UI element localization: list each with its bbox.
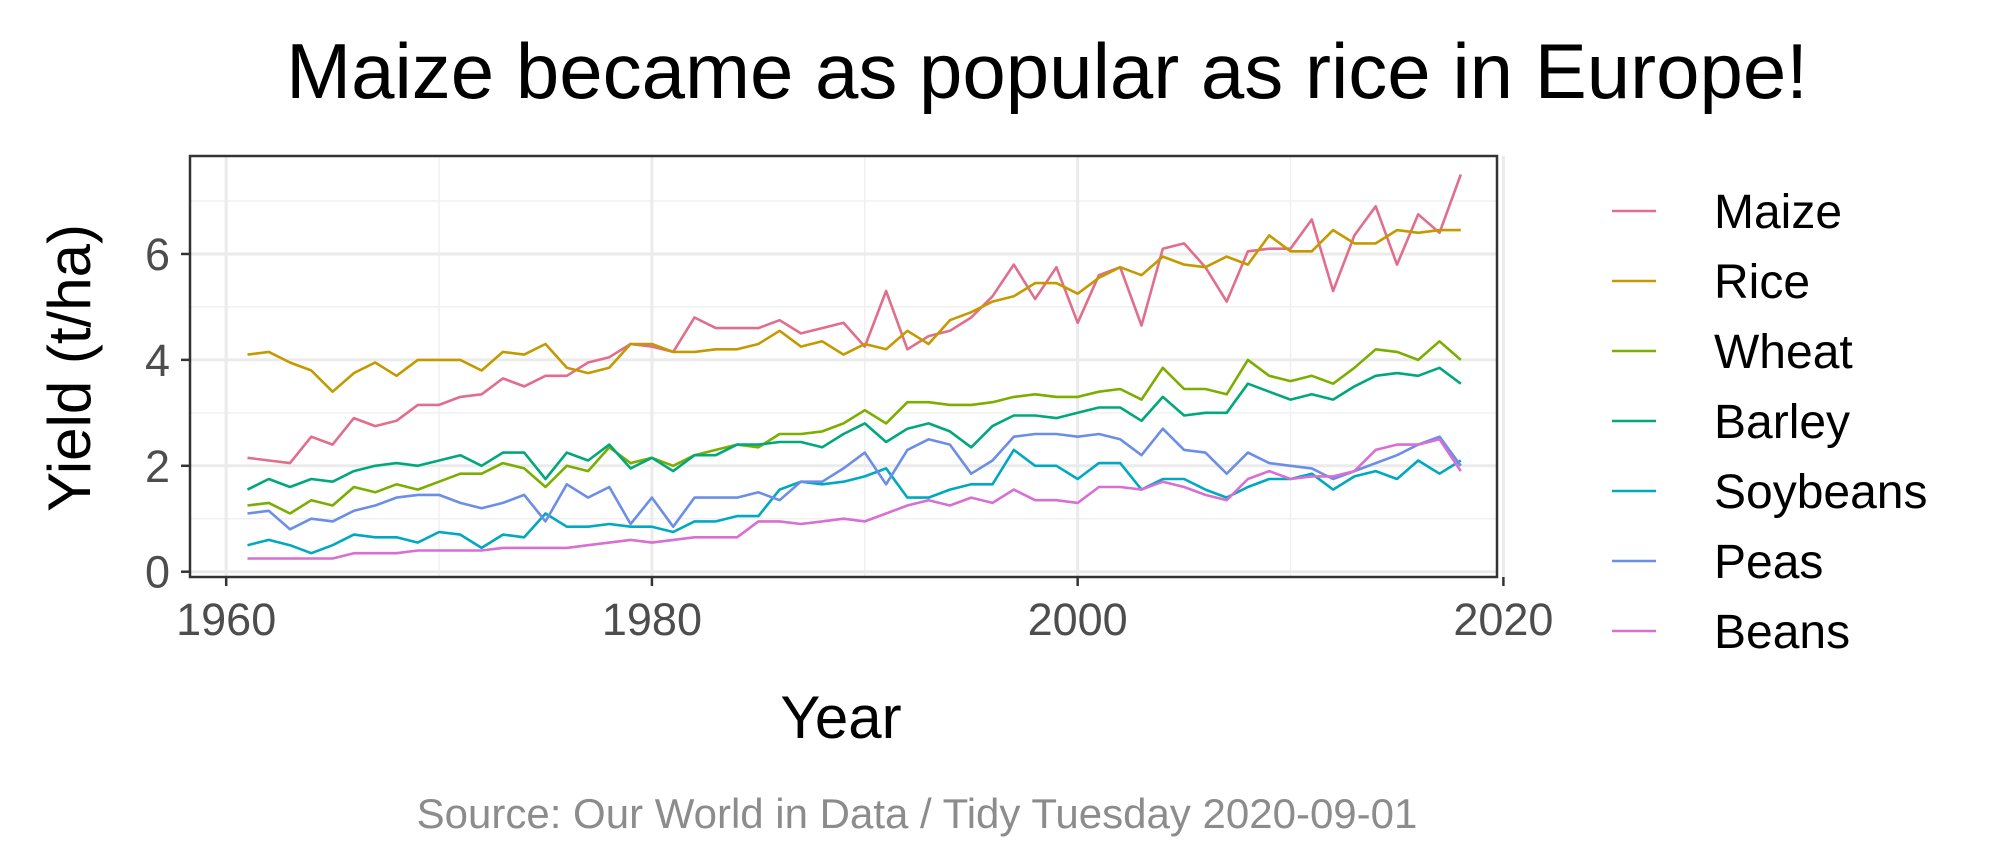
x-axis-title: Year — [780, 684, 901, 751]
y-axis-title: Yield (t/ha) — [36, 224, 103, 512]
x-tick-label: 1960 — [176, 594, 276, 645]
legend-label: Beans — [1714, 606, 1850, 659]
y-tick-label: 2 — [145, 441, 170, 492]
series-line-wheat — [247, 339, 1462, 515]
legend-item-barley: Barley — [1612, 396, 1850, 449]
legend: Maize Rice Wheat Barley Soybeans Peas Beans — [1612, 186, 1928, 659]
plot-panel — [188, 154, 1505, 579]
x-tick-label: 2020 — [1453, 594, 1553, 645]
legend-item-rice: Rice — [1612, 256, 1810, 309]
legend-item-peas: Peas — [1612, 536, 1823, 589]
major-gridlines — [190, 156, 1505, 577]
legend-item-maize: Maize — [1612, 186, 1842, 239]
x-tick-label: 2000 — [1028, 594, 1128, 645]
y-tick-label: 6 — [145, 229, 170, 280]
series-line-barley — [246, 366, 1462, 491]
y-axis: 0 2 4 6 — [145, 229, 190, 598]
legend-label: Barley — [1714, 396, 1850, 449]
y-tick-label: 0 — [145, 547, 170, 598]
legend-item-wheat: Wheat — [1612, 326, 1853, 379]
x-axis: 1960 1980 2000 2020 — [176, 577, 1553, 645]
chart-title: Maize became as popular as rice in Europ… — [286, 27, 1808, 115]
x-tick-label: 1980 — [602, 594, 702, 645]
series-line-peas — [247, 427, 1462, 531]
series-line-beans — [247, 437, 1462, 560]
series-lines — [246, 174, 1463, 560]
legend-label: Soybeans — [1714, 466, 1928, 519]
series-line-rice — [247, 228, 1461, 394]
legend-label: Maize — [1714, 186, 1842, 239]
legend-label: Wheat — [1714, 326, 1853, 379]
legend-label: Peas — [1714, 536, 1823, 589]
legend-item-soybeans: Soybeans — [1612, 466, 1928, 519]
legend-label: Rice — [1714, 256, 1810, 309]
series-line-soybeans — [247, 448, 1462, 555]
panel-background — [190, 156, 1497, 577]
y-tick-label: 4 — [145, 335, 170, 386]
panel-border — [188, 154, 1499, 579]
legend-item-beans: Beans — [1612, 606, 1850, 659]
chart-caption: Source: Our World in Data / Tidy Tuesday… — [417, 790, 1418, 837]
